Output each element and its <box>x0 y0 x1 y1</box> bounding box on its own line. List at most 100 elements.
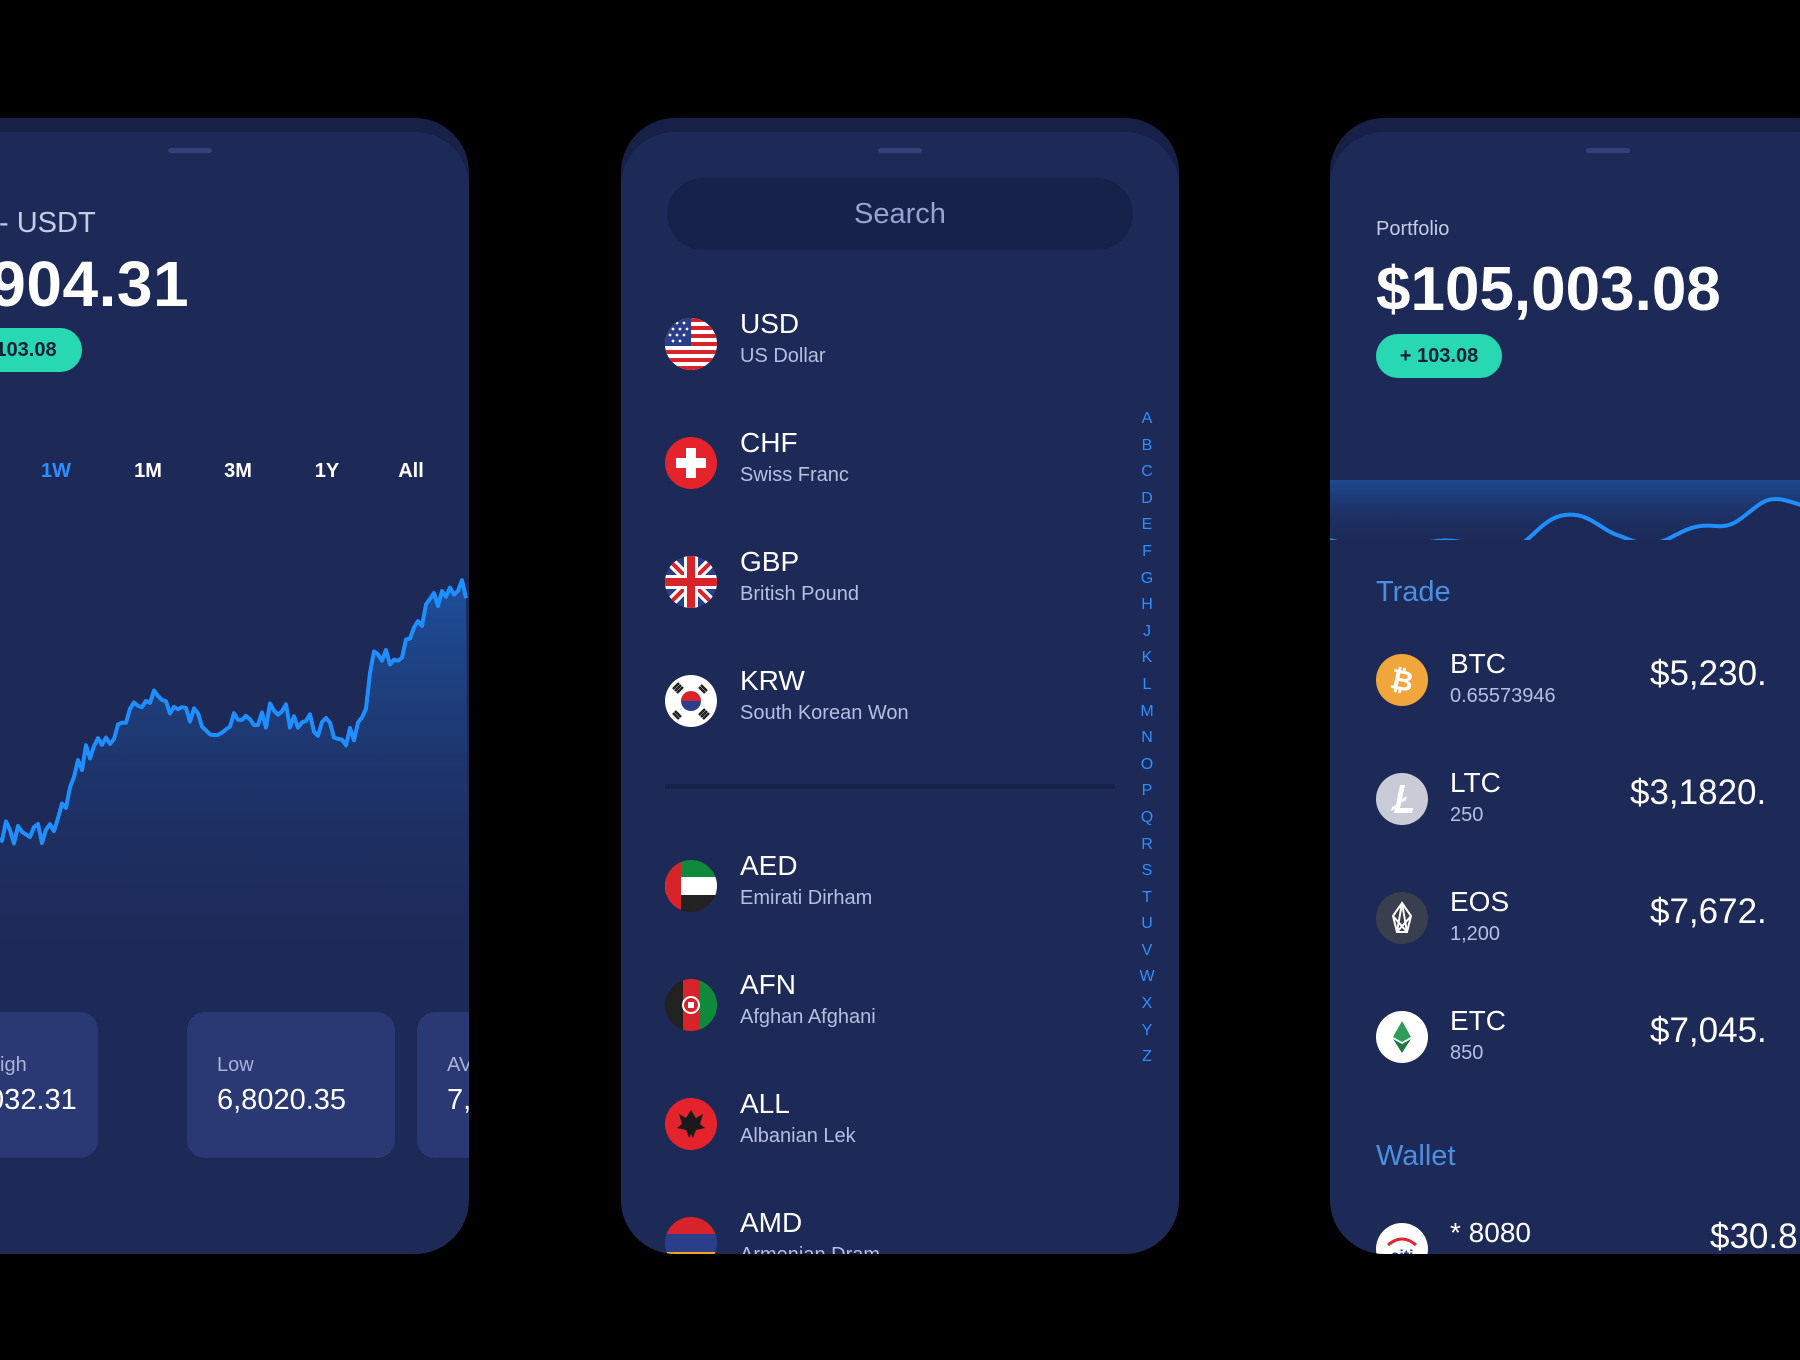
stat-card-low: Low 6,8020.35 <box>187 1012 395 1158</box>
coin-row-ltc[interactable]: LTC 250 $3,1820. <box>1376 767 1800 847</box>
alphabet-letter[interactable]: S <box>1141 862 1153 880</box>
alphabet-letter[interactable]: G <box>1140 569 1154 587</box>
currency-code: AMD <box>740 1207 803 1238</box>
currency-name: Swiss Franc <box>740 464 849 486</box>
stat-card-avg: AV 7, <box>417 1012 469 1158</box>
currency-item-chf[interactable]: CHF Swiss Franc <box>665 427 1115 507</box>
drag-handle[interactable] <box>168 148 212 153</box>
chart-line <box>0 578 468 846</box>
portfolio-screen: Portfolio $105,003.08 + 103.08 Trade ₿ B… <box>1330 132 1800 1254</box>
coin-row-etc[interactable]: ETC 850 $7,045. <box>1376 1005 1800 1085</box>
alphabet-letter[interactable]: Q <box>1140 808 1154 826</box>
citi-icon: citi <box>1376 1223 1428 1254</box>
us-flag-icon <box>665 318 717 370</box>
alphabet-letter[interactable]: V <box>1141 941 1153 959</box>
currency-code: USD <box>740 308 800 339</box>
stat-label: AV <box>447 1054 469 1076</box>
currency-item-afn[interactable]: AFN Afghan Afghani <box>665 969 1115 1049</box>
stat-card-high: igh ,032.31 <box>0 1012 98 1158</box>
alphabet-letter[interactable]: N <box>1141 729 1153 747</box>
coin-code: EOS <box>1450 886 1510 917</box>
alphabet-letter[interactable]: F <box>1142 542 1152 560</box>
coin-code: ETC <box>1450 1005 1506 1036</box>
currency-list-screen: Search USD US Dollar CHF Swiss <box>621 132 1179 1254</box>
chart-line <box>1330 497 1800 540</box>
tab-3m[interactable]: 3M <box>224 460 252 482</box>
trade-section-title: Trade <box>1376 576 1451 608</box>
currency-name: Emirati Dirham <box>740 887 873 909</box>
wallet-row[interactable]: citi * 8080 $30.8 <box>1376 1217 1800 1254</box>
armenia-flag-icon <box>665 1217 717 1254</box>
coin-value: $7,672. <box>1650 892 1767 931</box>
swiss-flag-icon <box>665 437 717 489</box>
alphabet-letter[interactable]: P <box>1141 782 1153 800</box>
chart-area <box>0 580 469 992</box>
currency-code: CHF <box>740 427 798 458</box>
coin-row-eos[interactable]: EOS 1,200 $7,672. <box>1376 886 1800 966</box>
search-input[interactable]: Search <box>667 178 1133 250</box>
alphabet-letter[interactable]: J <box>1143 622 1151 640</box>
tab-1m[interactable]: 1M <box>134 460 162 482</box>
pair-title: C - USDT <box>0 207 96 239</box>
litecoin-icon <box>1376 773 1428 825</box>
price-chart[interactable] <box>0 552 469 992</box>
alphabet-letter[interactable]: Z <box>1142 1048 1152 1066</box>
alphabet-letter[interactable]: E <box>1141 516 1153 534</box>
alphabet-letter[interactable]: X <box>1141 995 1153 1013</box>
alphabet-letter[interactable]: Y <box>1141 1021 1153 1039</box>
coin-amount: 850 <box>1450 1042 1484 1064</box>
wallet-value: $30.8 <box>1710 1217 1798 1254</box>
chart-area <box>1330 480 1800 540</box>
alphabet-letter[interactable]: O <box>1140 755 1154 773</box>
currency-item-krw[interactable]: KRW South Korean Won <box>665 665 1115 745</box>
currency-code: ALL <box>740 1088 790 1119</box>
eos-icon <box>1376 892 1428 944</box>
list-divider <box>665 784 1115 789</box>
currency-name: Albanian Lek <box>740 1125 856 1147</box>
currency-name: British Pound <box>740 583 859 605</box>
currency-code: AED <box>740 850 798 881</box>
currency-item-all[interactable]: ALL Albanian Lek <box>665 1088 1115 1168</box>
alphabet-letter[interactable]: A <box>1141 410 1153 427</box>
alphabet-letter[interactable]: B <box>1141 436 1153 454</box>
alphabet-letter[interactable]: R <box>1141 835 1153 853</box>
coin-value: $3,1820. <box>1630 773 1767 812</box>
coin-value: $5,230. <box>1650 654 1767 693</box>
currency-item-usd[interactable]: USD US Dollar <box>665 308 1115 388</box>
tab-1w[interactable]: 1W <box>41 460 71 482</box>
alphabet-letter[interactable]: C <box>1141 463 1153 481</box>
afghanistan-flag-icon <box>665 979 717 1031</box>
stat-value: 6,8020.35 <box>217 1084 347 1116</box>
alphabet-letter[interactable]: W <box>1139 968 1155 986</box>
alphabet-letter[interactable]: M <box>1140 702 1154 720</box>
alphabet-letter[interactable]: L <box>1142 675 1152 693</box>
uae-flag-icon <box>665 860 717 912</box>
wallet-code: * 8080 <box>1450 1217 1531 1248</box>
currency-item-aed[interactable]: AED Emirati Dirham <box>665 850 1115 930</box>
bitcoin-icon: ₿ <box>1376 654 1428 706</box>
drag-handle[interactable] <box>878 148 922 153</box>
alphabet-letter[interactable]: H <box>1141 596 1153 614</box>
currency-name: US Dollar <box>740 345 826 367</box>
tab-all[interactable]: All <box>398 460 424 482</box>
svg-text:citi: citi <box>1390 1248 1413 1254</box>
currency-name: South Korean Won <box>740 702 909 724</box>
portfolio-chart[interactable] <box>1330 400 1800 540</box>
currency-name: Armenian Dram <box>740 1244 880 1254</box>
currency-code: AFN <box>740 969 796 1000</box>
alphabet-letter[interactable]: K <box>1141 649 1153 667</box>
alphabet-letter[interactable]: D <box>1141 489 1153 507</box>
pair-price: ,904.31 <box>0 248 190 320</box>
alphabet-letter[interactable]: T <box>1142 888 1152 906</box>
currency-code: KRW <box>740 665 805 696</box>
alphabet-letter[interactable]: U <box>1141 915 1153 933</box>
coin-row-btc[interactable]: ₿ BTC 0.65573946 $5,230. <box>1376 648 1800 728</box>
change-badge: 103.08 <box>0 328 82 372</box>
drag-handle[interactable] <box>1586 148 1630 153</box>
tab-1y[interactable]: 1Y <box>314 460 340 482</box>
currency-item-gbp[interactable]: GBP British Pound <box>665 546 1115 626</box>
currency-item-amd[interactable]: AMD Armenian Dram <box>665 1207 1115 1254</box>
currency-name: Afghan Afghani <box>740 1006 876 1028</box>
coin-code: LTC <box>1450 767 1501 798</box>
